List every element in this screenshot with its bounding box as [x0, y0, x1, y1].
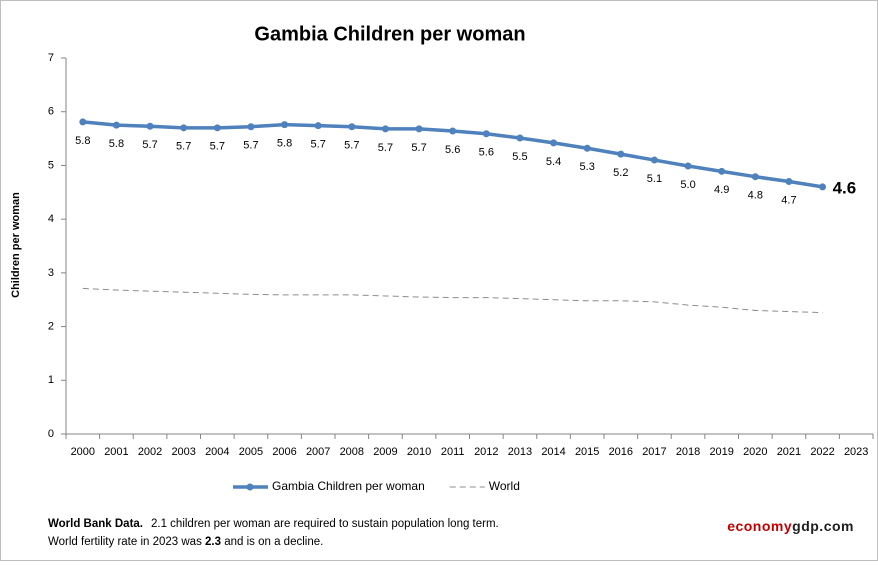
- x-tick-label: 2001: [104, 446, 128, 458]
- data-point: [718, 167, 726, 175]
- data-point: [550, 139, 558, 147]
- brand-b: gdp.com: [792, 518, 854, 534]
- data-label: 5.3: [580, 161, 595, 173]
- x-tick-label: 2007: [306, 446, 330, 458]
- data-label: 5.6: [445, 144, 460, 156]
- footer-line2: World fertility rate in 2023 was 2.3 and…: [48, 536, 323, 548]
- y-axis-label: Children per woman: [10, 192, 22, 298]
- data-label: 5.6: [479, 147, 494, 159]
- x-tick-label: 2005: [239, 446, 263, 458]
- data-point: [213, 124, 221, 132]
- data-point: [79, 118, 87, 126]
- x-tick-label: 2013: [508, 446, 532, 458]
- x-tick-label: 2022: [810, 446, 834, 458]
- footer-text: 2.1 children per woman are required to s…: [151, 518, 499, 530]
- data-label: 5.7: [176, 141, 191, 153]
- footer-line1: World Bank Data. 2.1 children per woman a…: [48, 518, 499, 530]
- data-label: 5.1: [647, 173, 662, 185]
- footer-text: World fertility rate in 2023 was: [48, 536, 205, 548]
- data-point: [617, 150, 625, 158]
- x-tick-label: 2020: [743, 446, 767, 458]
- chart-title: Gambia Children per woman: [254, 23, 525, 45]
- y-tick-label: 0: [48, 428, 54, 440]
- x-tick-label: 2019: [709, 446, 733, 458]
- footer-highlight: 2.3: [205, 536, 221, 548]
- data-point: [112, 121, 120, 129]
- data-point: [684, 162, 692, 170]
- data-point: [449, 127, 457, 135]
- data-label: 4.7: [781, 194, 796, 206]
- series-line: [82, 287, 823, 314]
- data-label: 4.8: [748, 190, 763, 202]
- data-label: 5.7: [344, 140, 359, 152]
- data-point: [348, 123, 356, 131]
- x-tick-label: 2004: [205, 446, 229, 458]
- data-label: 5.7: [243, 140, 258, 152]
- data-label: 5.7: [142, 139, 157, 151]
- x-tick-label: 2023: [844, 446, 868, 458]
- data-point: [516, 134, 524, 142]
- legend-label: Gambia Children per woman: [272, 479, 425, 493]
- data-label: 5.8: [277, 138, 292, 150]
- data-point: [146, 122, 154, 130]
- data-label: 5.7: [378, 142, 393, 154]
- y-tick-label: 6: [48, 106, 54, 118]
- data-point: [482, 130, 490, 138]
- x-tick-label: 2000: [71, 446, 95, 458]
- data-label: 5.7: [210, 141, 225, 153]
- data-label: 5.7: [311, 139, 326, 151]
- y-tick-label: 7: [48, 52, 54, 64]
- brand: economygdp.com: [727, 518, 854, 534]
- y-tick-label: 3: [48, 267, 54, 279]
- data-label-last: 4.6: [833, 178, 857, 197]
- x-tick-label: 2010: [407, 446, 431, 458]
- data-point: [819, 183, 827, 191]
- x-tick-label: 2009: [373, 446, 397, 458]
- data-point: [314, 122, 322, 130]
- x-tick-label: 2008: [340, 446, 364, 458]
- data-point: [247, 123, 255, 131]
- x-tick-label: 2006: [272, 446, 296, 458]
- x-tick-label: 2014: [541, 446, 565, 458]
- data-label: 5.8: [109, 138, 124, 150]
- y-tick-label: 5: [48, 159, 54, 171]
- data-point: [281, 121, 289, 129]
- y-tick-label: 2: [48, 320, 54, 332]
- data-label: 5.4: [546, 156, 561, 168]
- data-point: [583, 144, 591, 152]
- data-label: 5.2: [613, 167, 628, 179]
- y-tick-label: 4: [48, 213, 54, 225]
- data-point: [785, 178, 793, 186]
- data-label: 5.7: [411, 142, 426, 154]
- x-tick-label: 2015: [575, 446, 599, 458]
- data-point: [650, 156, 658, 164]
- data-label: 5.8: [75, 135, 90, 147]
- data-point: [415, 125, 423, 133]
- data-point: [381, 125, 389, 133]
- x-tick-label: 2002: [138, 446, 162, 458]
- brand-a: economy: [727, 518, 792, 534]
- x-tick-label: 2016: [609, 446, 633, 458]
- data-label: 5.5: [512, 151, 527, 163]
- legend-marker: [246, 483, 254, 491]
- data-point: [180, 124, 188, 132]
- x-tick-label: 2021: [777, 446, 801, 458]
- x-tick-label: 2011: [441, 446, 465, 458]
- footer-text: and is on a decline.: [221, 536, 323, 548]
- y-tick-label: 1: [48, 374, 54, 386]
- legend-label: World: [489, 479, 520, 493]
- footer-source: World Bank Data.: [48, 518, 143, 530]
- x-tick-label: 2003: [171, 446, 195, 458]
- data-point: [751, 173, 759, 181]
- x-tick-label: 2018: [676, 446, 700, 458]
- x-tick-label: 2017: [642, 446, 666, 458]
- data-label: 4.9: [714, 184, 729, 196]
- data-label: 5.0: [680, 179, 695, 191]
- x-tick-label: 2012: [474, 446, 498, 458]
